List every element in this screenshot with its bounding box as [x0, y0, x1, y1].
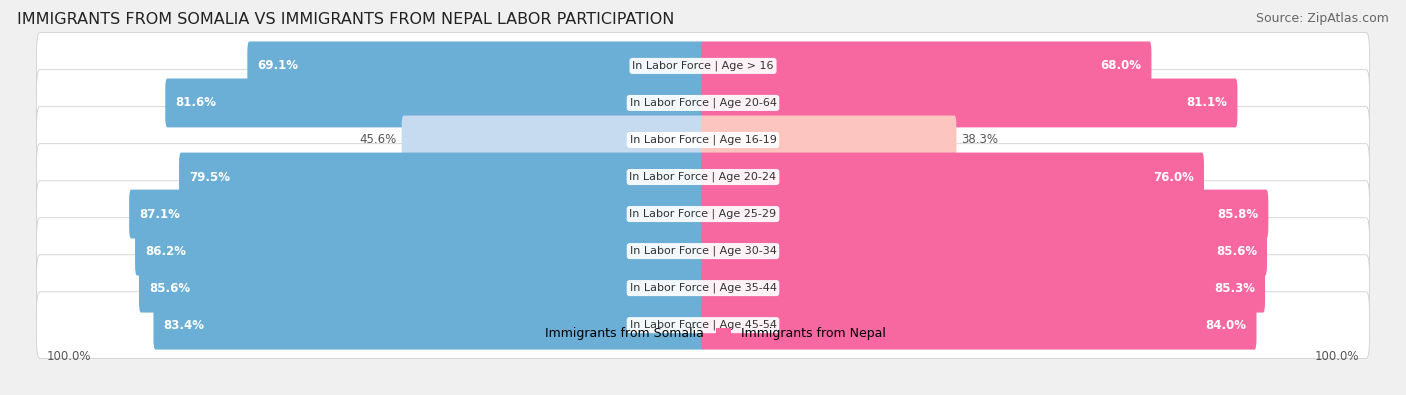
FancyBboxPatch shape [37, 32, 1369, 99]
FancyBboxPatch shape [702, 79, 1237, 128]
Text: In Labor Force | Age 20-24: In Labor Force | Age 20-24 [630, 172, 776, 182]
FancyBboxPatch shape [702, 152, 1204, 201]
Text: In Labor Force | Age 35-44: In Labor Force | Age 35-44 [630, 283, 776, 293]
Text: In Labor Force | Age 25-29: In Labor Force | Age 25-29 [630, 209, 776, 219]
FancyBboxPatch shape [37, 107, 1369, 173]
Text: 85.8%: 85.8% [1218, 207, 1258, 220]
FancyBboxPatch shape [37, 70, 1369, 136]
Text: 85.3%: 85.3% [1215, 282, 1256, 295]
FancyBboxPatch shape [166, 79, 704, 128]
Text: In Labor Force | Age 16-19: In Labor Force | Age 16-19 [630, 135, 776, 145]
FancyBboxPatch shape [37, 292, 1369, 359]
Text: In Labor Force | Age 45-54: In Labor Force | Age 45-54 [630, 320, 776, 330]
FancyBboxPatch shape [702, 116, 956, 164]
FancyBboxPatch shape [153, 301, 704, 350]
Text: 86.2%: 86.2% [145, 245, 186, 258]
Text: 84.0%: 84.0% [1205, 319, 1247, 332]
FancyBboxPatch shape [247, 41, 704, 90]
FancyBboxPatch shape [37, 218, 1369, 284]
Text: 79.5%: 79.5% [188, 171, 231, 184]
Text: In Labor Force | Age 20-64: In Labor Force | Age 20-64 [630, 98, 776, 108]
FancyBboxPatch shape [179, 152, 704, 201]
Legend: Immigrants from Somalia, Immigrants from Nepal: Immigrants from Somalia, Immigrants from… [520, 327, 886, 340]
Text: 85.6%: 85.6% [1216, 245, 1257, 258]
Text: 100.0%: 100.0% [1315, 350, 1360, 363]
Text: IMMIGRANTS FROM SOMALIA VS IMMIGRANTS FROM NEPAL LABOR PARTICIPATION: IMMIGRANTS FROM SOMALIA VS IMMIGRANTS FR… [17, 12, 675, 27]
Text: In Labor Force | Age > 16: In Labor Force | Age > 16 [633, 61, 773, 71]
FancyBboxPatch shape [702, 301, 1257, 350]
FancyBboxPatch shape [139, 264, 704, 312]
Text: 81.1%: 81.1% [1187, 96, 1227, 109]
FancyBboxPatch shape [135, 227, 704, 276]
FancyBboxPatch shape [702, 190, 1268, 239]
Text: 81.6%: 81.6% [176, 96, 217, 109]
Text: 69.1%: 69.1% [257, 59, 298, 72]
Text: In Labor Force | Age 30-34: In Labor Force | Age 30-34 [630, 246, 776, 256]
FancyBboxPatch shape [402, 116, 704, 164]
Text: 68.0%: 68.0% [1101, 59, 1142, 72]
Text: 76.0%: 76.0% [1153, 171, 1194, 184]
FancyBboxPatch shape [37, 255, 1369, 322]
Text: 100.0%: 100.0% [46, 350, 91, 363]
FancyBboxPatch shape [702, 227, 1267, 276]
FancyBboxPatch shape [129, 190, 704, 239]
Text: 83.4%: 83.4% [163, 319, 204, 332]
FancyBboxPatch shape [37, 181, 1369, 247]
Text: 85.6%: 85.6% [149, 282, 190, 295]
Text: 45.6%: 45.6% [360, 134, 396, 147]
Text: Source: ZipAtlas.com: Source: ZipAtlas.com [1256, 12, 1389, 25]
Text: 87.1%: 87.1% [139, 207, 180, 220]
FancyBboxPatch shape [37, 144, 1369, 210]
Text: 38.3%: 38.3% [962, 134, 998, 147]
FancyBboxPatch shape [702, 41, 1152, 90]
FancyBboxPatch shape [702, 264, 1265, 312]
